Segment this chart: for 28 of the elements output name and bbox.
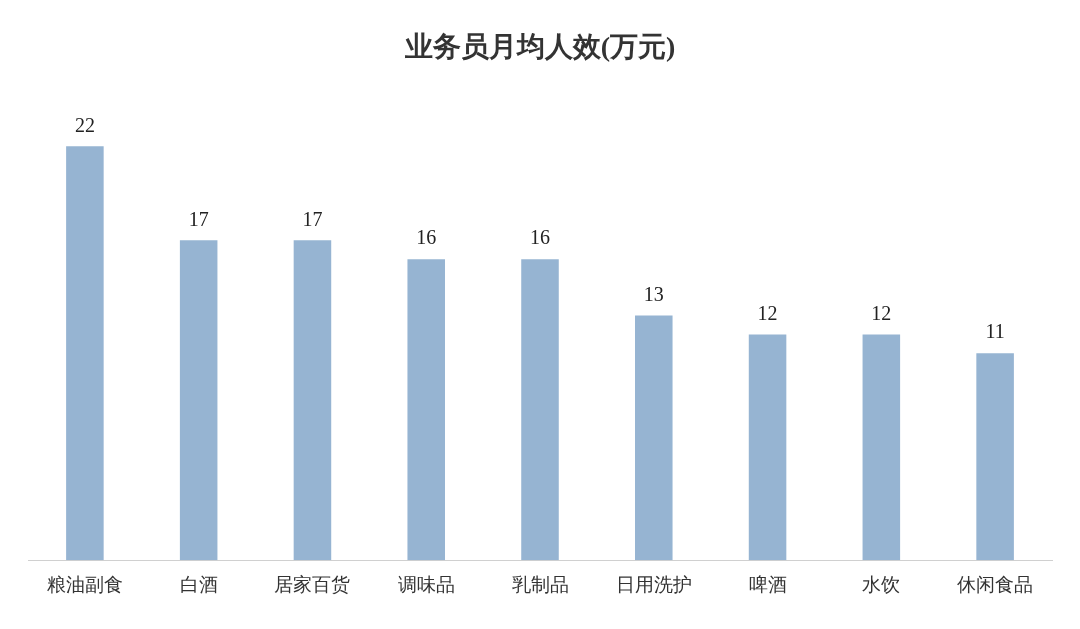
x-tick-label: 水饮 <box>862 573 901 595</box>
bar <box>748 334 787 561</box>
data-label: 17 <box>188 207 209 230</box>
x-tick-label: 日用洗护 <box>615 573 692 595</box>
data-label: 16 <box>416 226 437 249</box>
x-tick-label: 粮油副食 <box>46 573 123 595</box>
x-tick-label: 白酒 <box>179 573 218 595</box>
data-label: 12 <box>871 301 892 324</box>
x-tick-label: 休闲食品 <box>957 573 1034 595</box>
x-tick-label: 调味品 <box>397 573 455 595</box>
bar <box>293 240 332 561</box>
bar <box>862 334 901 561</box>
data-label: 12 <box>757 301 778 324</box>
x-tick-label: 乳制品 <box>511 573 569 595</box>
bar <box>635 315 673 561</box>
x-tick-label: 啤酒 <box>748 573 787 595</box>
bar <box>66 146 104 561</box>
data-label: 16 <box>530 226 550 249</box>
data-label: 22 <box>74 113 95 136</box>
bar <box>976 353 1014 561</box>
chart-title: 业务员月均人效(万元) <box>403 31 676 63</box>
x-tick-label: 居家百货 <box>274 573 351 595</box>
bar <box>179 240 218 561</box>
data-label: 17 <box>302 207 323 230</box>
data-label: 11 <box>985 320 1005 343</box>
bar <box>521 259 559 561</box>
data-label: 13 <box>643 282 664 305</box>
bar <box>407 259 445 561</box>
